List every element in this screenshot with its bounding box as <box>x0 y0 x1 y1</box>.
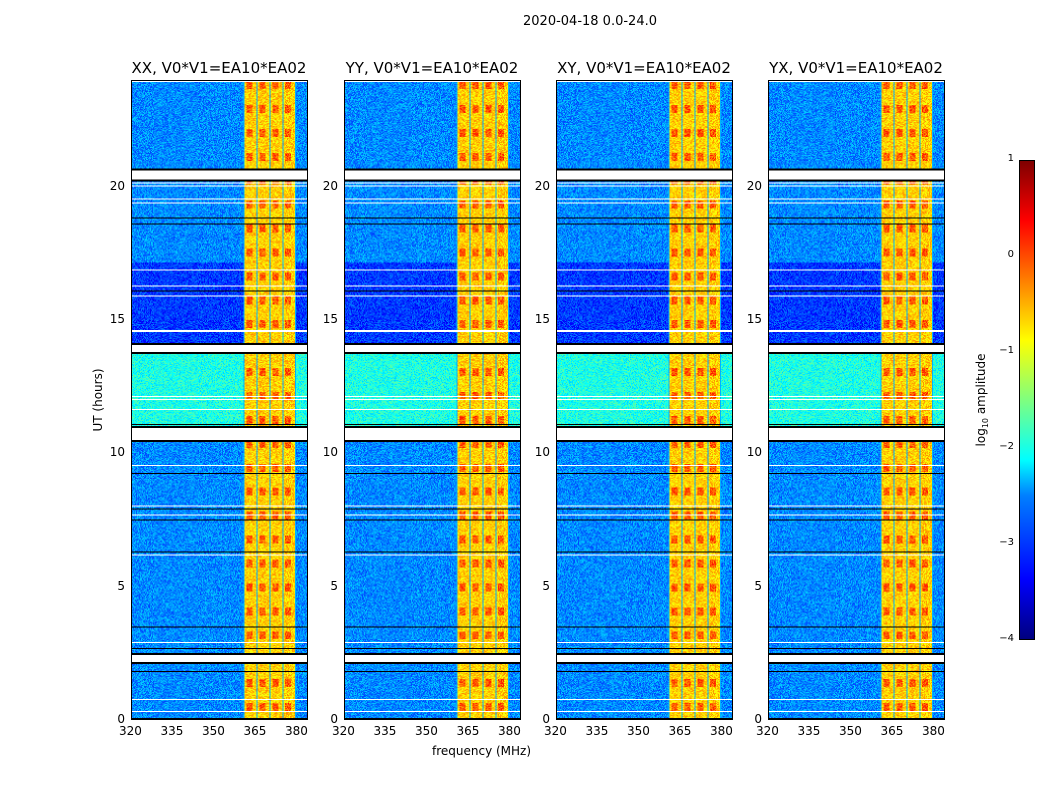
y-tick-label: 10 <box>534 445 550 460</box>
heatmap-panel <box>556 80 733 720</box>
y-tick-label: 15 <box>534 312 550 326</box>
colorbar-tick-label: −1 <box>999 345 1014 356</box>
colorbar-label: log10 amplitude <box>973 353 991 447</box>
x-tick-label: 335 <box>797 724 821 738</box>
x-tick-label: 350 <box>201 724 225 738</box>
colorbar-tick-label: −2 <box>999 441 1014 452</box>
y-tick-label: 0 <box>330 712 338 726</box>
panel-title: YY, V0*V1=EA10*EA02 <box>345 59 519 77</box>
y-tick-label: 0 <box>542 712 550 726</box>
x-tick-label: 320 <box>756 724 779 738</box>
panel-title: XY, V0*V1=EA10*EA02 <box>557 59 731 77</box>
colorbar-tick-label: −3 <box>999 537 1014 548</box>
heatmap-image <box>132 81 307 719</box>
x-tick-label: 365 <box>456 724 480 738</box>
colorbar-tick-label: 0 <box>1007 249 1014 260</box>
panel-title: YX, V0*V1=EA10*EA02 <box>769 59 943 77</box>
x-tick-label: 320 <box>544 724 567 738</box>
x-tick-label: 365 <box>880 724 904 738</box>
x-tick-label: 350 <box>414 724 438 738</box>
y-tick-label: 20 <box>534 178 550 193</box>
y-tick-label: 0 <box>117 712 125 726</box>
x-tick-label: 335 <box>160 724 184 738</box>
colorbar <box>1019 160 1035 640</box>
x-tick-label: 380 <box>497 724 521 738</box>
x-tick-label: 335 <box>585 724 609 738</box>
x-tick-label: 320 <box>332 724 355 738</box>
heatmap-panel <box>344 80 521 720</box>
x-tick-label: 350 <box>626 724 650 738</box>
x-tick-label: 380 <box>284 724 308 738</box>
x-tick-label: 365 <box>243 724 267 738</box>
heatmap-image <box>557 81 732 719</box>
y-tick-label: 20 <box>322 178 338 193</box>
heatmap-image <box>769 81 944 719</box>
y-tick-label: 5 <box>117 578 125 593</box>
colorbar-tick-label: 1 <box>1007 153 1014 164</box>
y-tick-label: 10 <box>746 445 762 460</box>
x-tick-label: 335 <box>373 724 397 738</box>
x-tick-label: 380 <box>921 724 945 738</box>
heatmap-panel <box>131 80 308 720</box>
y-tick-label: 5 <box>754 578 762 593</box>
y-axis-label: UT (hours) <box>91 368 105 432</box>
panel-title: XX, V0*V1=EA10*EA02 <box>131 59 307 77</box>
y-tick-label: 10 <box>322 445 338 460</box>
figure-title: 2020-04-18 0.0-24.0 <box>523 14 657 29</box>
x-tick-label: 380 <box>709 724 733 738</box>
y-tick-label: 15 <box>109 312 125 326</box>
heatmap-image <box>345 81 520 719</box>
x-tick-label: 365 <box>668 724 692 738</box>
x-tick-label: 320 <box>119 724 142 738</box>
x-axis-label: frequency (MHz) <box>432 744 532 758</box>
y-tick-label: 15 <box>746 312 762 326</box>
y-tick-label: 15 <box>322 312 338 326</box>
y-tick-label: 5 <box>330 578 338 593</box>
colorbar-tick-label: −4 <box>999 633 1014 644</box>
x-tick-label: 350 <box>838 724 862 738</box>
y-tick-label: 20 <box>746 178 762 193</box>
y-tick-label: 10 <box>109 445 125 460</box>
y-tick-label: 5 <box>542 578 550 593</box>
heatmap-panel <box>768 80 945 720</box>
y-tick-label: 20 <box>109 178 125 193</box>
y-tick-label: 0 <box>754 712 762 726</box>
